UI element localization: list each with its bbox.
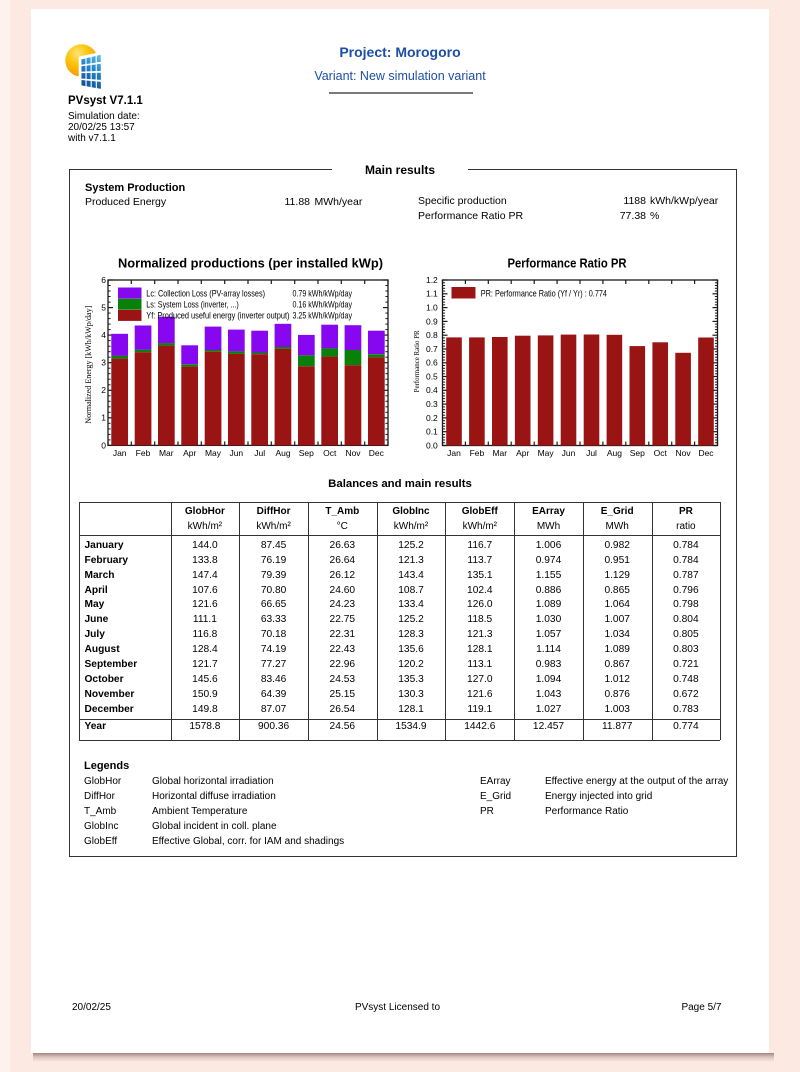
- svg-text:1: 1: [101, 413, 106, 423]
- svg-text:3.25 kWh/kWp/day: 3.25 kWh/kWp/day: [293, 310, 353, 321]
- svg-text:0.5: 0.5: [426, 371, 438, 381]
- svg-text:May: May: [205, 448, 222, 458]
- svg-text:0.9: 0.9: [426, 316, 438, 326]
- svg-text:0: 0: [101, 440, 106, 450]
- svg-text:Jun: Jun: [229, 448, 243, 458]
- svg-text:0.1: 0.1: [426, 427, 438, 437]
- svg-text:1.2: 1.2: [426, 275, 438, 285]
- svg-text:Oct: Oct: [323, 448, 337, 458]
- svg-text:1.0: 1.0: [426, 303, 438, 313]
- svg-text:Normalized Energy [kWh/kWp/day: Normalized Energy [kWh/kWp/day]: [84, 305, 93, 423]
- svg-text:Performance Ratio PR: Performance Ratio PR: [508, 257, 627, 271]
- svg-text:0.6: 0.6: [426, 358, 438, 368]
- svg-text:6: 6: [101, 275, 106, 285]
- svg-text:Performance Ratio PR: Performance Ratio PR: [412, 330, 421, 392]
- svg-text:Apr: Apr: [183, 448, 196, 458]
- svg-text:Sep: Sep: [630, 448, 645, 458]
- svg-text:Jul: Jul: [586, 448, 597, 458]
- svg-text:3: 3: [101, 358, 106, 368]
- svg-text:Jun: Jun: [562, 448, 576, 458]
- svg-text:Apr: Apr: [516, 448, 529, 458]
- svg-text:5: 5: [101, 303, 106, 313]
- svg-text:Dec: Dec: [369, 448, 385, 458]
- svg-text:Normalized productions (per in: Normalized productions (per installed kW…: [118, 257, 383, 271]
- svg-text:1.1: 1.1: [426, 289, 438, 299]
- svg-text:Nov: Nov: [345, 448, 361, 458]
- svg-text:Aug: Aug: [607, 448, 622, 458]
- svg-text:May: May: [538, 448, 555, 458]
- svg-text:Mar: Mar: [159, 448, 174, 458]
- svg-text:Dec: Dec: [698, 448, 714, 458]
- svg-text:0.8: 0.8: [426, 330, 438, 340]
- svg-text:Mar: Mar: [492, 448, 507, 458]
- svg-text:Feb: Feb: [470, 448, 485, 458]
- svg-text:4: 4: [101, 330, 106, 340]
- svg-text:Nov: Nov: [676, 448, 692, 458]
- svg-text:Lc: Collection Loss (PV-array: Lc: Collection Loss (PV-array losses): [146, 287, 265, 298]
- svg-text:0.16 kWh/kWp/day: 0.16 kWh/kWp/day: [293, 299, 353, 310]
- svg-text:0.7: 0.7: [426, 344, 438, 354]
- svg-text:2: 2: [101, 385, 106, 395]
- svg-text:0.79 kWh/kWp/day: 0.79 kWh/kWp/day: [293, 287, 353, 298]
- svg-text:0.3: 0.3: [426, 399, 438, 409]
- svg-text:Aug: Aug: [275, 448, 290, 458]
- svg-text:Oct: Oct: [654, 448, 668, 458]
- svg-text:Yf: Produced useful energy (i: Yf: Produced useful energy (inverter out…: [146, 310, 289, 321]
- svg-text:Feb: Feb: [136, 448, 151, 458]
- svg-text:Jan: Jan: [447, 448, 461, 458]
- svg-text:PR: Performance Ratio (Yf / Yr: PR: Performance Ratio (Yf / Yr) : 0.774: [481, 287, 607, 298]
- svg-text:0.0: 0.0: [426, 440, 438, 450]
- svg-text:Sep: Sep: [299, 448, 314, 458]
- svg-text:0.4: 0.4: [426, 385, 438, 395]
- svg-text:0.2: 0.2: [426, 413, 438, 423]
- svg-text:Jan: Jan: [113, 448, 127, 458]
- svg-text:Jul: Jul: [254, 448, 265, 458]
- svg-text:Ls: System Loss (inverter, ..: Ls: System Loss (inverter, ...): [146, 299, 239, 310]
